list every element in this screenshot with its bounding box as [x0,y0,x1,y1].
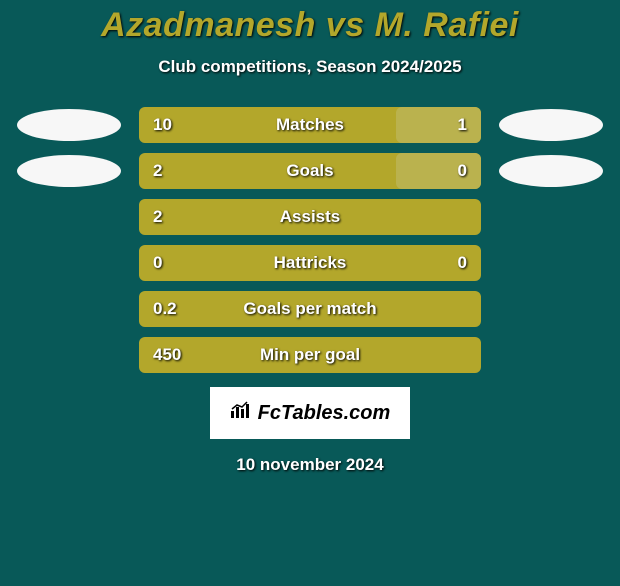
stat-value-left: 2 [153,161,162,181]
snapshot-date: 10 november 2024 [0,455,620,475]
chart-icon [230,401,252,425]
logo-text: FcTables.com [258,402,391,425]
stats-container: 10 Matches 1 2 Goals 0 2 Assists 0 Hattricks 0 0.2 G… [0,107,620,373]
stat-label: Goals per match [243,299,376,319]
stat-value-left: 10 [153,115,172,135]
stat-bar: 2 Assists [139,199,481,235]
stat-value-left: 0 [153,253,162,273]
stat-value-left: 450 [153,345,181,365]
stat-value-left: 0.2 [153,299,177,319]
site-logo: FcTables.com [210,387,410,439]
stat-row: 10 Matches 1 [0,107,620,143]
stat-bar-right-fill [396,107,482,143]
player-left-badge [17,155,121,187]
stat-value-right: 0 [458,161,467,181]
stat-value-right: 1 [458,115,467,135]
page-title: Azadmanesh vs M. Rafiei [0,6,620,45]
stat-label: Min per goal [260,345,360,365]
stat-label: Matches [276,115,344,135]
player-right-badge [499,155,603,187]
stat-label: Goals [286,161,333,181]
stat-row: 2 Assists [0,199,620,235]
stat-value-right: 0 [458,253,467,273]
player-left-badge [17,109,121,141]
player-right-badge [499,109,603,141]
stat-label: Hattricks [274,253,347,273]
stat-row: 2 Goals 0 [0,153,620,189]
stat-row: 450 Min per goal [0,337,620,373]
stat-row: 0.2 Goals per match [0,291,620,327]
stat-bar: 0 Hattricks 0 [139,245,481,281]
stat-value-left: 2 [153,207,162,227]
stat-bar: 450 Min per goal [139,337,481,373]
season-subtitle: Club competitions, Season 2024/2025 [0,57,620,77]
stat-row: 0 Hattricks 0 [0,245,620,281]
stat-label: Assists [280,207,340,227]
stat-bar: 2 Goals 0 [139,153,481,189]
stat-bar-right-fill [396,153,482,189]
stat-bar: 0.2 Goals per match [139,291,481,327]
stat-bar: 10 Matches 1 [139,107,481,143]
